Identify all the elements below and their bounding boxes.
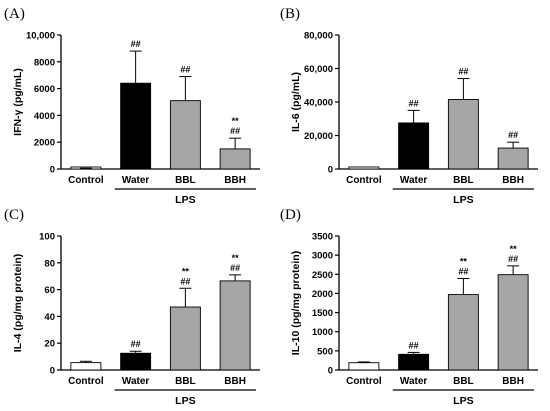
significance-mark: ## [230, 126, 240, 136]
x-category-label: BBL [175, 175, 196, 186]
bar-control [348, 362, 380, 371]
significance-mark: ** [460, 256, 468, 266]
y-tick-label: 1500 [312, 308, 333, 319]
x-category-label: BBL [175, 376, 196, 387]
x-category-label: BBH [502, 376, 524, 387]
bar-bbl [447, 99, 479, 170]
y-tick-label: 100 [39, 232, 55, 243]
chart-panel-4: (D) IL-10 (pg/mg protein) 0 500 1000 1500 2000… [280, 207, 538, 407]
x-category-label: BBL [453, 376, 474, 387]
y-tick-label: 3000 [312, 251, 333, 262]
bar-water [398, 122, 430, 170]
y-tick-label: 6000 [34, 84, 55, 95]
bar-control [70, 362, 102, 371]
significance-mark: ** [510, 244, 518, 254]
significance-mark: ## [180, 65, 190, 75]
bar-bbl [447, 294, 479, 371]
bar-bbh [497, 274, 529, 371]
y-tick-label: 60 [44, 285, 55, 296]
chart-panel-1: (A) IFN-γ (pg/mL) 0 2000 4000 6000 8000 10,000 C… [4, 6, 260, 206]
y-tick-label: 1000 [312, 327, 333, 338]
y-tick-label: 10,000 [26, 31, 55, 42]
bar-bbh [497, 147, 529, 170]
y-tick-label: 4000 [34, 111, 55, 122]
y-axis-title: IFN-γ (pg/mL) [12, 68, 24, 136]
panel-label: (B) [280, 6, 300, 22]
x-category-label: Water [122, 175, 150, 186]
significance-mark: ## [508, 254, 518, 264]
y-tick-label: 3500 [312, 232, 333, 243]
y-tick-label: 2000 [312, 289, 333, 300]
group-label: LPS [453, 194, 473, 206]
significance-mark: ## [131, 39, 141, 49]
group-label: LPS [453, 395, 473, 407]
group-label: LPS [175, 194, 195, 206]
x-category-label: Control [346, 376, 382, 387]
significance-mark: ## [409, 98, 419, 108]
x-category-label: Water [400, 175, 428, 186]
y-tick-label: 500 [317, 346, 333, 357]
bar-control [348, 166, 380, 170]
y-tick-label: 60,000 [304, 64, 333, 75]
chart-panel-3: (C) IL-4 (pg/mg protein) 0 20 40 60 80 100 Contr… [4, 207, 260, 407]
y-axis-title: IL-6 (pg/mL) [290, 72, 302, 132]
significance-mark: ## [458, 67, 468, 77]
significance-mark: ## [131, 339, 141, 349]
significance-mark: ## [508, 130, 518, 140]
significance-mark: ## [458, 266, 468, 276]
y-axis-title: IL-4 (pg/mg protein) [12, 254, 24, 353]
significance-mark: ## [409, 340, 419, 350]
x-category-label: BBH [224, 376, 246, 387]
y-tick-label: 80,000 [304, 31, 333, 42]
y-tick-label: 0 [50, 165, 55, 176]
y-tick-label: 2000 [34, 138, 55, 149]
x-category-label: Water [122, 376, 150, 387]
y-axis-title: IL-10 (pg/mg protein) [290, 251, 302, 355]
panel-label: (C) [4, 207, 24, 223]
significance-mark: ## [230, 263, 240, 273]
y-tick-label: 2500 [312, 270, 333, 281]
significance-mark: ## [180, 276, 190, 286]
y-tick-label: 0 [328, 165, 333, 176]
bar-water [120, 352, 152, 371]
significance-mark: ** [232, 116, 240, 126]
y-tick-label: 40 [44, 312, 55, 323]
x-category-label: BBH [224, 175, 246, 186]
y-tick-label: 20,000 [304, 131, 333, 142]
x-category-label: Control [68, 376, 104, 387]
significance-mark: ** [232, 253, 240, 263]
bar-bbh [219, 148, 251, 170]
x-category-label: Control [68, 175, 104, 186]
bar-water [398, 353, 430, 371]
chart-panel-2: (B) IL-6 (pg/mL) 0 20,000 40,000 60,000 80,000… [280, 6, 538, 206]
y-tick-label: 8000 [34, 57, 55, 68]
x-category-label: Water [400, 376, 428, 387]
bar-bbl [169, 100, 201, 170]
x-category-label: BBH [502, 175, 524, 186]
x-category-label: Control [346, 175, 382, 186]
y-tick-label: 20 [44, 339, 55, 350]
y-tick-label: 0 [328, 366, 333, 377]
bar-bbl [169, 306, 201, 371]
bar-water [120, 82, 152, 170]
panel-label: (D) [280, 207, 301, 223]
significance-mark: ** [182, 266, 190, 276]
group-label: LPS [175, 395, 195, 407]
panel-label: (A) [4, 6, 25, 22]
y-tick-label: 80 [44, 258, 55, 269]
x-category-label: BBL [453, 175, 474, 186]
y-tick-label: 0 [50, 366, 55, 377]
bar-bbh [219, 280, 251, 371]
y-tick-label: 40,000 [304, 98, 333, 109]
